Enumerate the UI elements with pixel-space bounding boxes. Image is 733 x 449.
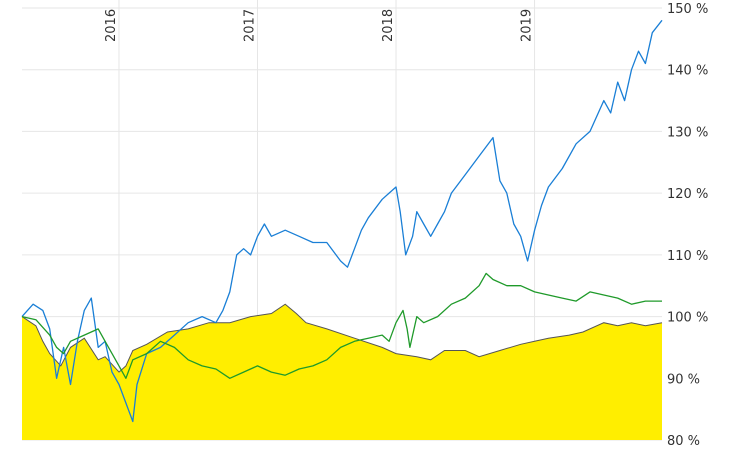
y-tick-label: 90 % [667,372,700,387]
y-axis-ticks: 80 % 90 % 100 % 110 % 120 % 130 % 140 % 150 % [667,2,708,449]
area-series-line-0 [21,303,663,373]
area-series-fill-0 [22,304,662,440]
y-tick-label: 100 % [667,311,708,326]
x-tick-label: 2016 [104,9,119,42]
x-tick-label: 2017 [242,9,257,42]
line-series-1 [21,19,663,423]
line-series-2 [21,272,662,379]
area-series-layer [21,303,663,440]
y-tick-label: 150 % [667,2,708,17]
y-tick-label: 80 % [667,434,700,449]
x-axis-ticks: 2016 2017 2018 2019 [104,9,535,42]
y-tick-label: 130 % [667,125,708,140]
line-series-layer [21,19,663,423]
x-tick-label: 2018 [381,9,396,42]
y-tick-label: 110 % [667,249,708,264]
y-tick-label: 140 % [667,64,708,79]
x-tick-label: 2019 [520,9,535,42]
y-tick-label: 120 % [667,187,708,202]
